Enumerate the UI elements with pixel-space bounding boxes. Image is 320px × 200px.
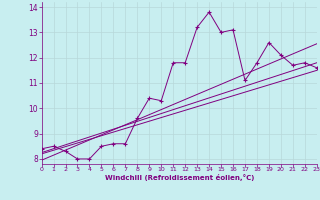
X-axis label: Windchill (Refroidissement éolien,°C): Windchill (Refroidissement éolien,°C) xyxy=(105,174,254,181)
